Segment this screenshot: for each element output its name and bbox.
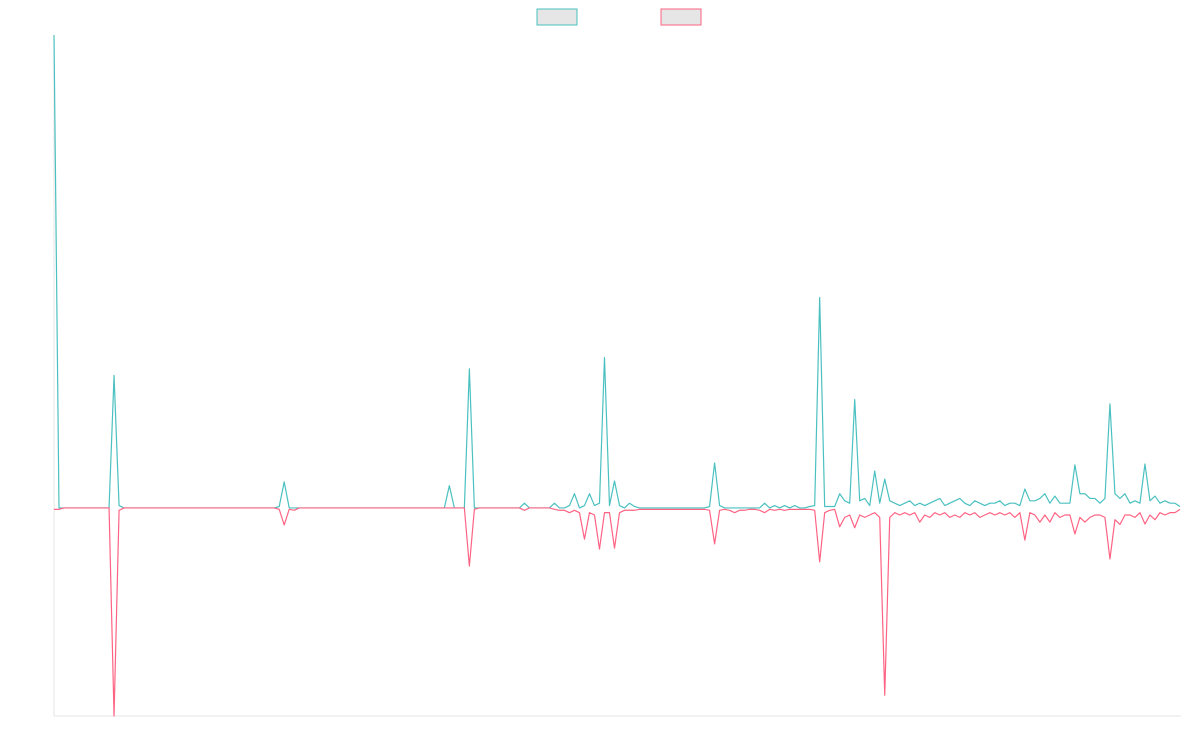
legend-swatch[interactable] — [660, 8, 702, 26]
line-series — [54, 507, 1181, 717]
legend-swatch[interactable] — [536, 8, 578, 26]
line-series — [53, 34, 1181, 509]
